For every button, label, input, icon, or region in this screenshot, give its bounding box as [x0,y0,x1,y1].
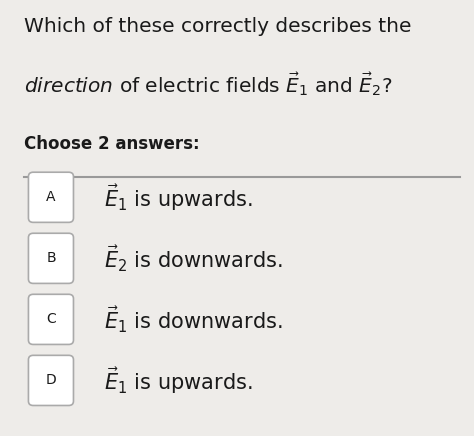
FancyBboxPatch shape [28,355,73,405]
Text: $\vec{E}_1$ is upwards.: $\vec{E}_1$ is upwards. [104,182,253,213]
Text: A: A [46,190,56,204]
Text: $\mathit{direction}$ of electric fields $\vec{E}_1$ and $\vec{E}_2$?: $\mathit{direction}$ of electric fields … [24,70,392,98]
FancyBboxPatch shape [28,294,73,344]
FancyBboxPatch shape [28,233,73,283]
Text: B: B [46,251,56,266]
Text: D: D [46,373,56,388]
Text: $\vec{E}_2$ is downwards.: $\vec{E}_2$ is downwards. [104,243,283,273]
Text: C: C [46,312,56,327]
Text: Which of these correctly describes the: Which of these correctly describes the [24,17,411,37]
FancyBboxPatch shape [28,172,73,222]
Text: Choose 2 answers:: Choose 2 answers: [24,135,200,153]
Text: $\vec{E}_1$ is upwards.: $\vec{E}_1$ is upwards. [104,365,253,396]
Text: $\vec{E}_1$ is downwards.: $\vec{E}_1$ is downwards. [104,304,283,334]
